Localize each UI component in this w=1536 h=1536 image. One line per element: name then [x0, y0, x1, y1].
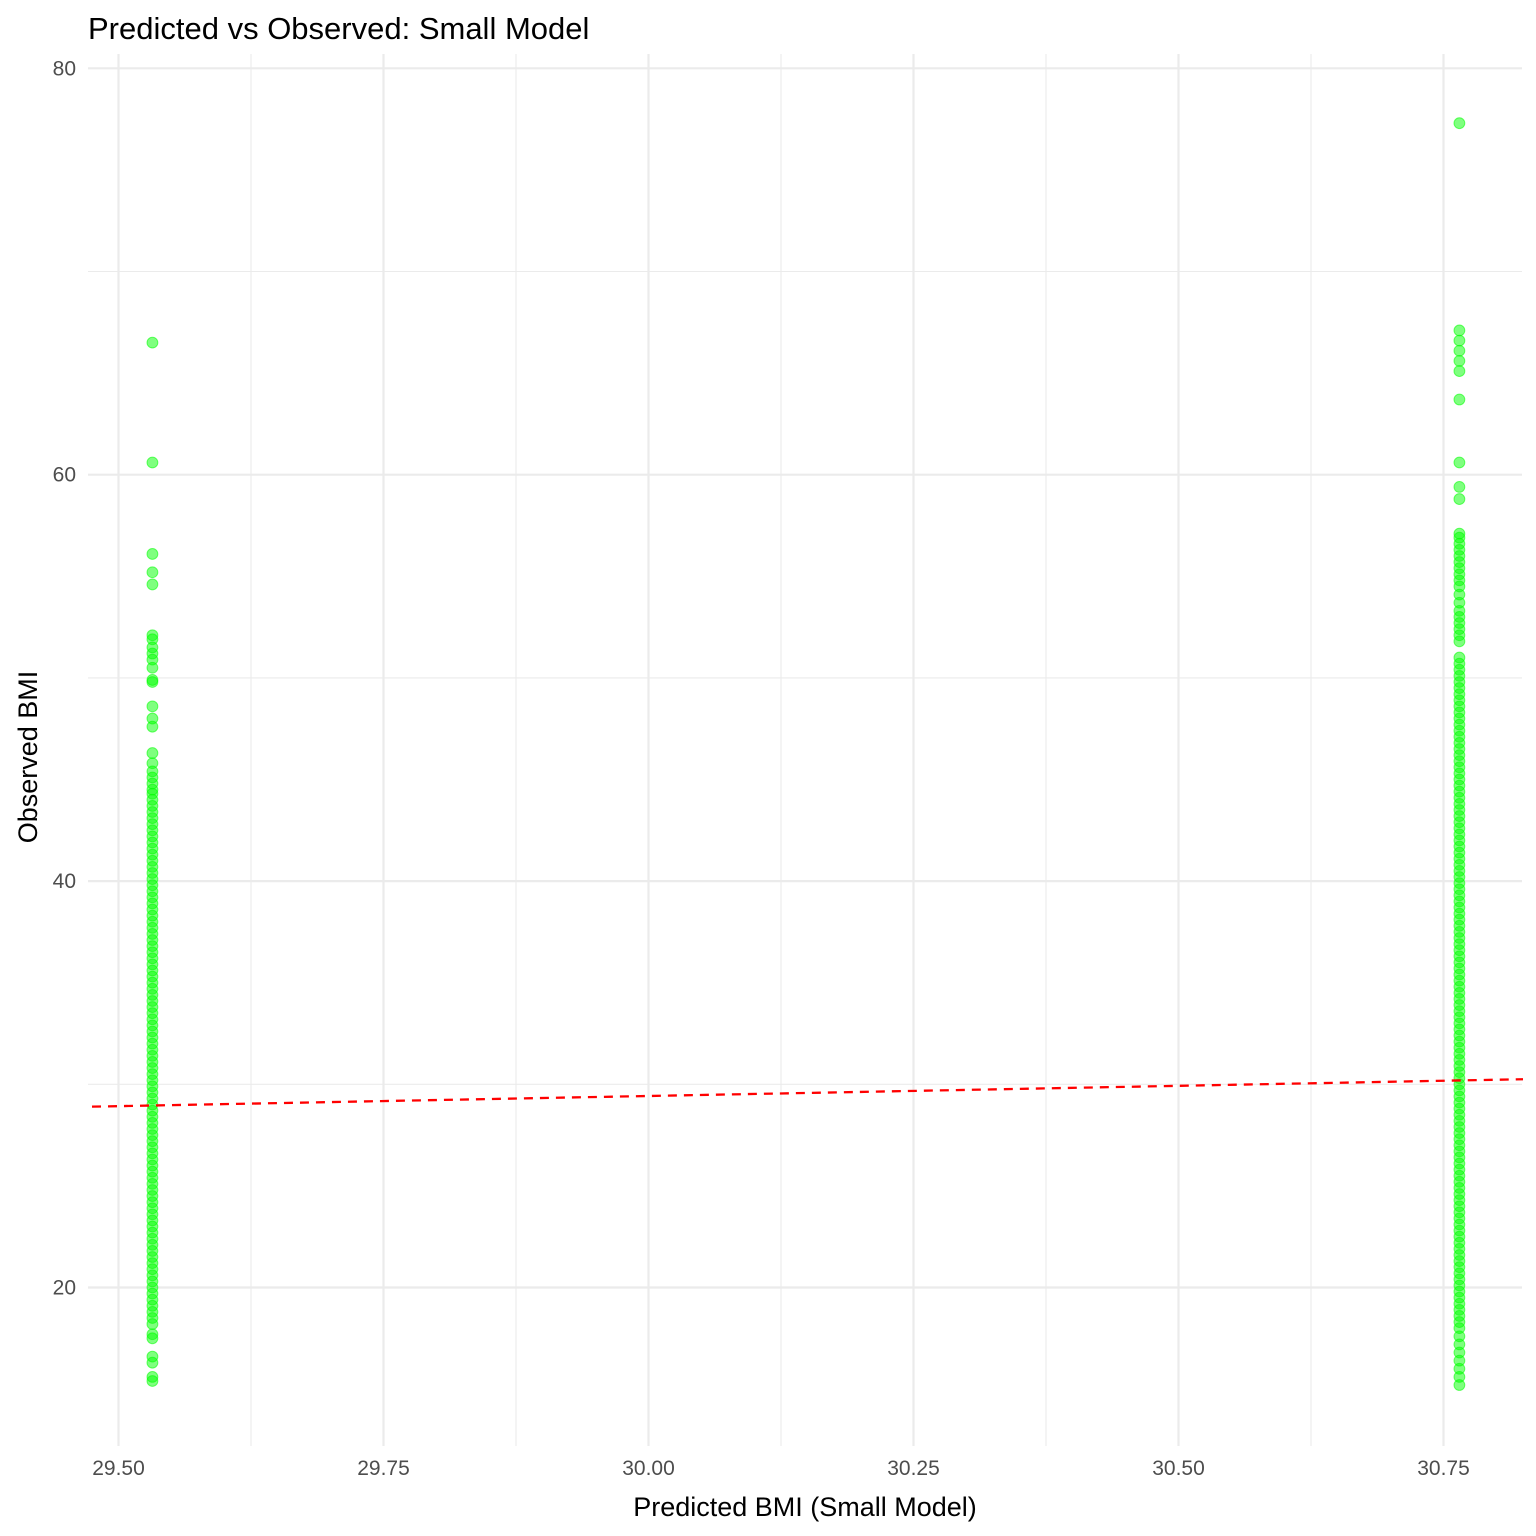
- data-point: [146, 700, 159, 713]
- x-axis-ticks: 29.50 29.75 30.00 30.25 30.50 30.75: [92, 1457, 1470, 1480]
- reference-line-group: [91, 1078, 1524, 1108]
- y-tick-label: 40: [53, 870, 76, 893]
- data-point: [146, 1332, 159, 1345]
- data-point: [146, 661, 159, 674]
- data-point: [1453, 117, 1466, 130]
- data-point: [146, 720, 159, 733]
- data-point: [146, 566, 159, 579]
- data-point: [1453, 393, 1466, 406]
- chart-title: Predicted vs Observed: Small Model: [88, 11, 589, 46]
- y-tick-label: 60: [53, 464, 76, 487]
- data-point: [1453, 344, 1466, 357]
- y-tick-label: 20: [53, 1277, 76, 1300]
- x-tick-label: 30.00: [622, 1457, 675, 1480]
- data-point: [146, 1356, 159, 1369]
- major-grid: [88, 54, 1522, 1446]
- reference-line: [91, 1078, 1524, 1108]
- data-point: [146, 578, 159, 591]
- x-tick-label: 30.75: [1417, 1457, 1470, 1480]
- data-point: [1453, 355, 1466, 367]
- x-tick-label: 30.25: [887, 1457, 940, 1480]
- data-point: [1453, 456, 1466, 469]
- data-point: [1453, 1379, 1466, 1391]
- data-point: [1453, 324, 1466, 337]
- data-point: [1453, 635, 1466, 648]
- x-tick-label: 29.50: [92, 1457, 145, 1480]
- data-point: [146, 548, 159, 560]
- x-axis-title: Predicted BMI (Small Model): [633, 1492, 977, 1522]
- y-tick-label: 80: [53, 57, 76, 80]
- data-point: [146, 1375, 159, 1387]
- data-point: [1453, 365, 1466, 377]
- y-axis-title: Observed BMI: [13, 671, 43, 844]
- data-point: [146, 1318, 159, 1330]
- data-point: [146, 747, 159, 759]
- data-point: [1453, 480, 1466, 493]
- data-point: [1453, 493, 1466, 505]
- data-point: [146, 676, 159, 688]
- data-points: [146, 117, 1466, 1391]
- x-tick-label: 30.50: [1152, 1457, 1205, 1480]
- data-point: [1453, 334, 1466, 347]
- data-point: [146, 456, 159, 469]
- x-tick-label: 29.75: [357, 1457, 410, 1480]
- data-point: [146, 336, 159, 349]
- y-axis-ticks: 20 40 60 80: [53, 57, 76, 1299]
- minor-grid: [88, 54, 1522, 1446]
